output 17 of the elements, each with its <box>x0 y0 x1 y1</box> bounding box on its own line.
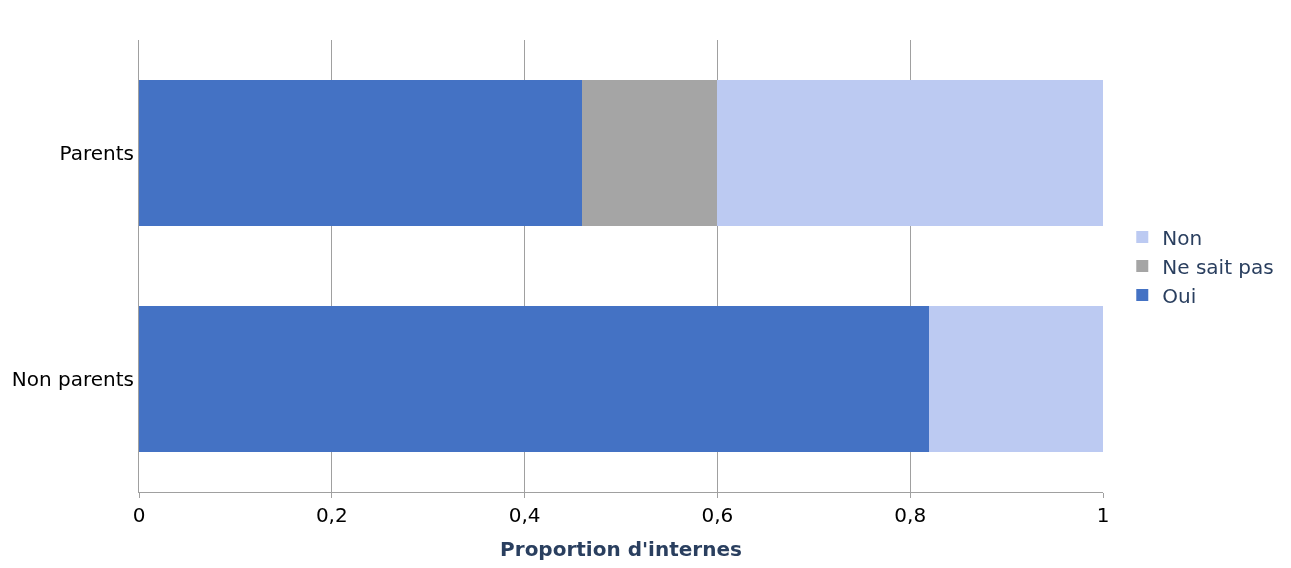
legend-label: Ne sait pas <box>1162 254 1274 279</box>
x-axis-title: Proportion d'internes <box>500 536 742 561</box>
bar <box>139 79 583 227</box>
x-tick-label: 0,2 <box>315 503 348 527</box>
legend-label: Oui <box>1162 283 1197 308</box>
y-tick-label: Parents <box>59 141 134 165</box>
x-tick-label: 0,6 <box>701 503 734 527</box>
x-tick-label: 0,8 <box>894 503 927 527</box>
bar <box>139 305 930 453</box>
y-tick-label: Non parents <box>11 367 134 391</box>
x-tick-label: 0,4 <box>508 503 541 527</box>
bar <box>582 79 718 227</box>
bar <box>717 79 1103 227</box>
legend-label: Non <box>1162 225 1203 250</box>
x-tick-label: 1 <box>1096 503 1110 527</box>
bar <box>929 305 1103 453</box>
x-tick-label: 0 <box>132 503 146 527</box>
